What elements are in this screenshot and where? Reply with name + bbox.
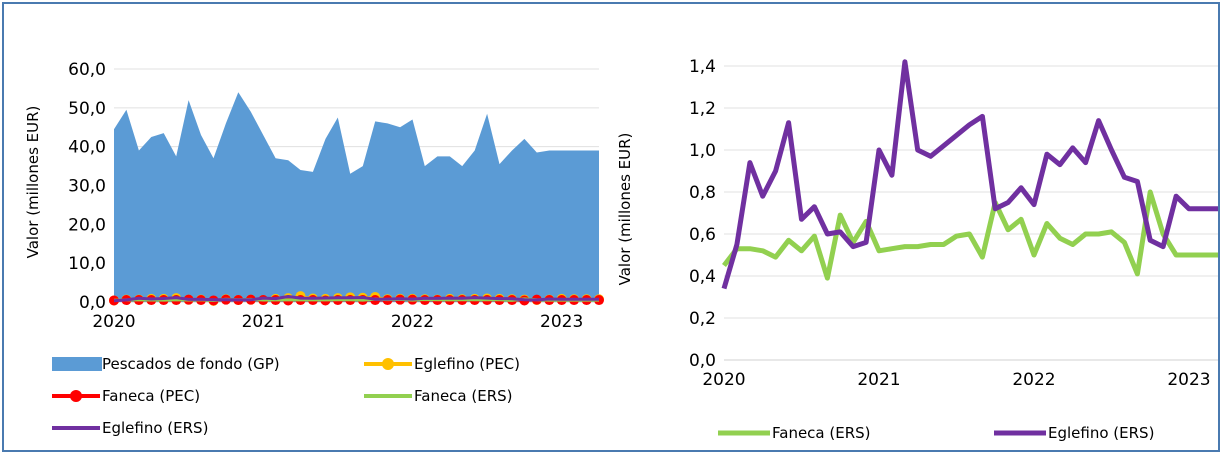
x-tick-label: 2020 bbox=[92, 312, 135, 332]
legend-item-pescados-de-fondo-gp: Pescados de fondo (GP) bbox=[52, 355, 280, 373]
y-tick-label: 30,0 bbox=[68, 177, 106, 197]
y-tick-label: 20,0 bbox=[68, 215, 106, 235]
left-y-tick-labels: 0,0 10,0 20,0 30,0 40,0 50,0 60,0 bbox=[68, 60, 106, 313]
legend-item-faneca-pec: Faneca (PEC) bbox=[52, 387, 200, 405]
legend-label: Faneca (ERS) bbox=[414, 387, 513, 405]
legend-swatch bbox=[52, 357, 102, 371]
right-y-axis-label: Valor (millones EUR) bbox=[616, 133, 634, 286]
right-y-tick-labels: 0,0 0,2 0,4 0,6 0,8 1,0 1,2 1,4 bbox=[689, 57, 716, 371]
left-x-tick-labels: 2020 2021 2022 2023 bbox=[92, 312, 583, 332]
legend-label: Faneca (ERS) bbox=[772, 424, 871, 442]
x-tick-label: 2021 bbox=[242, 312, 285, 332]
x-tick-label: 2023 bbox=[540, 312, 583, 332]
legend-label: Pescados de fondo (GP) bbox=[102, 355, 280, 373]
right-line-series bbox=[721, 59, 1218, 290]
legend-item-faneca-ers: Faneca (ERS) bbox=[718, 424, 871, 442]
legend-marker bbox=[70, 390, 82, 402]
legend-item-faneca-ers: Faneca (ERS) bbox=[364, 387, 513, 405]
right-x-tick-labels: 2020 2021 2022 2023 bbox=[702, 370, 1210, 390]
legend-marker bbox=[382, 358, 394, 370]
area-series-pescados-de-fondo-gp bbox=[114, 92, 599, 302]
left-legend: Pescados de fondo (GP) Eglefino (PEC) Fane… bbox=[52, 355, 520, 437]
left-y-axis-label: Valor (millones EUR) bbox=[24, 106, 42, 259]
x-tick-label: 2020 bbox=[702, 370, 745, 390]
legend-label: Eglefino (ERS) bbox=[1048, 424, 1154, 442]
right-legend: Faneca (ERS) Eglefino (ERS) bbox=[718, 424, 1154, 442]
x-tick-label: 2023 bbox=[1167, 370, 1210, 390]
y-tick-label: 0,0 bbox=[79, 293, 106, 313]
y-tick-label: 1,2 bbox=[689, 99, 716, 119]
chart-right: 0,00,20,40,60,81,01,21,4 2020 2021 2022 202… bbox=[616, 57, 1218, 442]
x-tick-label: 2022 bbox=[1012, 370, 1055, 390]
y-tick-label: 10,0 bbox=[68, 254, 106, 274]
left-line-series bbox=[109, 291, 604, 306]
y-tick-label: 1,4 bbox=[689, 57, 716, 77]
left-area-series bbox=[114, 92, 599, 302]
legend-label: Eglefino (PEC) bbox=[414, 355, 520, 373]
y-tick-label: 50,0 bbox=[68, 99, 106, 119]
line-series-faneca-ers bbox=[722, 189, 1218, 281]
y-tick-label: 1,0 bbox=[689, 141, 716, 161]
y-tick-label: 0,4 bbox=[689, 267, 716, 287]
legend-label: Eglefino (ERS) bbox=[102, 419, 208, 437]
y-tick-label: 0,8 bbox=[689, 183, 716, 203]
y-tick-label: 0,2 bbox=[689, 309, 716, 329]
y-tick-label: 60,0 bbox=[68, 60, 106, 80]
line-series-eglefino-ers bbox=[721, 59, 1218, 290]
x-tick-label: 2022 bbox=[391, 312, 434, 332]
legend-item-eglefino-ers: Eglefino (ERS) bbox=[994, 424, 1154, 442]
chart-left: 0,0 10,0 20,0 30,0 40,0 50,0 60,0 2020 2021 2022… bbox=[24, 60, 604, 437]
y-tick-label: 0,0 bbox=[689, 351, 716, 371]
line-series-eglefino-ers bbox=[113, 295, 599, 303]
y-tick-label: 0,6 bbox=[689, 225, 716, 245]
y-tick-label: 40,0 bbox=[68, 138, 106, 158]
legend-label: Faneca (PEC) bbox=[102, 387, 200, 405]
x-tick-label: 2021 bbox=[857, 370, 900, 390]
legend-item-eglefino-pec: Eglefino (PEC) bbox=[364, 355, 520, 373]
legend-item-eglefino-ers: Eglefino (ERS) bbox=[52, 419, 208, 437]
